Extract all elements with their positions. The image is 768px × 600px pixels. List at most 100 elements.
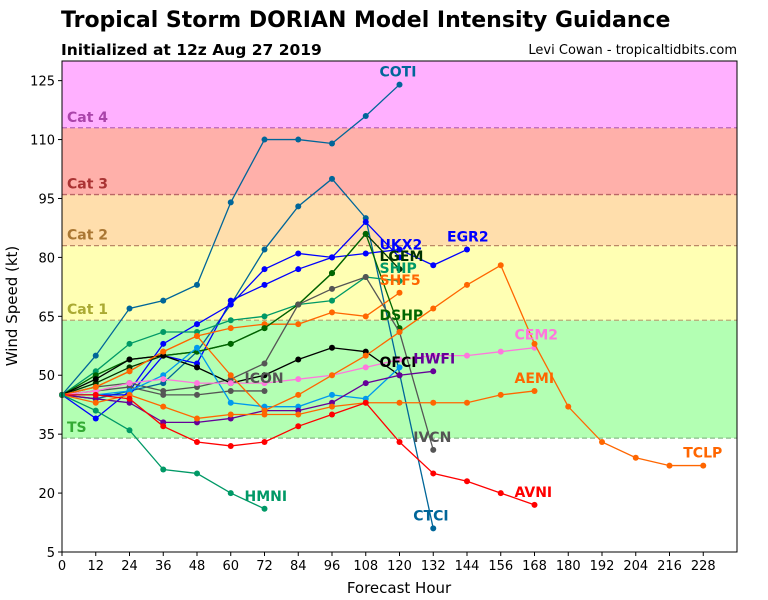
data-point — [396, 254, 403, 261]
data-point — [396, 356, 403, 363]
series-label: UKX2 — [380, 237, 423, 253]
data-point — [160, 466, 167, 473]
band-label: Cat 1 — [67, 302, 108, 318]
data-point — [261, 372, 268, 379]
data-point — [396, 399, 403, 406]
series-label: ICON — [245, 371, 284, 387]
data-point — [396, 289, 403, 296]
y-tick-label: 95 — [38, 192, 55, 207]
data-point — [227, 380, 234, 387]
data-point — [194, 380, 200, 387]
data-point — [329, 285, 335, 292]
data-point — [497, 490, 504, 497]
data-point — [430, 305, 437, 312]
data-point — [92, 376, 99, 383]
data-point — [227, 325, 234, 332]
data-point — [700, 462, 707, 469]
data-point — [362, 364, 369, 371]
band-label: Cat 4 — [67, 110, 108, 126]
data-point — [160, 348, 167, 355]
data-point — [497, 262, 504, 269]
data-point — [261, 266, 268, 273]
data-point — [160, 340, 167, 347]
data-point — [92, 384, 99, 391]
series-label: COTI — [380, 65, 417, 81]
data-point — [295, 136, 302, 143]
data-point — [194, 281, 200, 288]
data-point — [261, 281, 268, 288]
chart-credit: Levi Cowan - tropicaltidbits.com — [528, 43, 737, 58]
x-tick-label: 108 — [353, 559, 378, 574]
data-point — [92, 352, 99, 359]
data-point — [329, 309, 335, 316]
data-point — [329, 344, 335, 351]
data-point — [227, 442, 234, 449]
data-point — [261, 313, 268, 320]
y-tick-label: 20 — [38, 487, 55, 502]
series-avni — [59, 391, 538, 508]
y-axis-label: Wind Speed (kt) — [3, 246, 21, 367]
data-point — [261, 246, 268, 253]
band-cat-2 — [62, 194, 737, 246]
data-point — [497, 391, 504, 398]
data-point — [227, 297, 234, 304]
data-point — [126, 427, 133, 434]
series-label: DSHP — [380, 308, 424, 324]
data-point — [430, 262, 437, 269]
data-point — [464, 352, 470, 359]
series-label: AVNI — [515, 485, 553, 501]
data-point — [362, 112, 369, 119]
data-point — [92, 415, 99, 422]
data-point — [126, 340, 133, 347]
series-label: HMNI — [245, 489, 288, 505]
data-point — [227, 411, 234, 418]
data-point — [261, 387, 268, 394]
data-point — [261, 136, 268, 143]
data-point — [362, 352, 369, 359]
x-axis-label: Forecast Hour — [347, 579, 452, 597]
data-point — [160, 329, 167, 336]
y-tick-label: 110 — [30, 134, 55, 149]
series-label: CEM2 — [515, 328, 559, 344]
data-point — [295, 356, 302, 363]
data-point — [362, 250, 369, 257]
series-label: EGR2 — [447, 230, 489, 246]
y-tick-label: 65 — [38, 310, 55, 325]
data-point — [227, 317, 234, 324]
data-point — [227, 387, 234, 394]
data-point — [362, 230, 369, 237]
data-point — [227, 340, 234, 347]
data-point — [295, 376, 302, 383]
series-label: CTCI — [413, 508, 448, 524]
series-label: HWFI — [413, 351, 455, 367]
band-label: Cat 3 — [67, 177, 108, 193]
x-tick-label: 132 — [421, 559, 446, 574]
data-point — [126, 380, 133, 387]
data-point — [160, 403, 167, 410]
series-line — [61, 264, 704, 467]
data-point — [464, 246, 470, 253]
data-point — [295, 391, 302, 398]
x-tick-label: 36 — [155, 559, 172, 574]
data-point — [362, 274, 369, 281]
y-tick-label: 80 — [38, 251, 55, 266]
data-point — [261, 407, 268, 414]
chart-title: Tropical Storm DORIAN Model Intensity Gu… — [61, 8, 671, 33]
data-point — [430, 525, 437, 532]
data-point — [160, 297, 167, 304]
data-point — [632, 454, 639, 461]
data-point — [396, 266, 403, 273]
data-point — [565, 403, 572, 410]
x-tick-label: 72 — [256, 559, 273, 574]
data-point — [396, 364, 403, 371]
data-point — [126, 368, 133, 375]
data-point — [464, 478, 470, 485]
data-point — [329, 270, 335, 277]
x-tick-label: 60 — [222, 559, 239, 574]
data-point — [396, 277, 403, 284]
data-point — [295, 423, 302, 430]
series-label: LGEM — [380, 249, 424, 265]
data-point — [329, 391, 335, 398]
data-point — [194, 415, 200, 422]
